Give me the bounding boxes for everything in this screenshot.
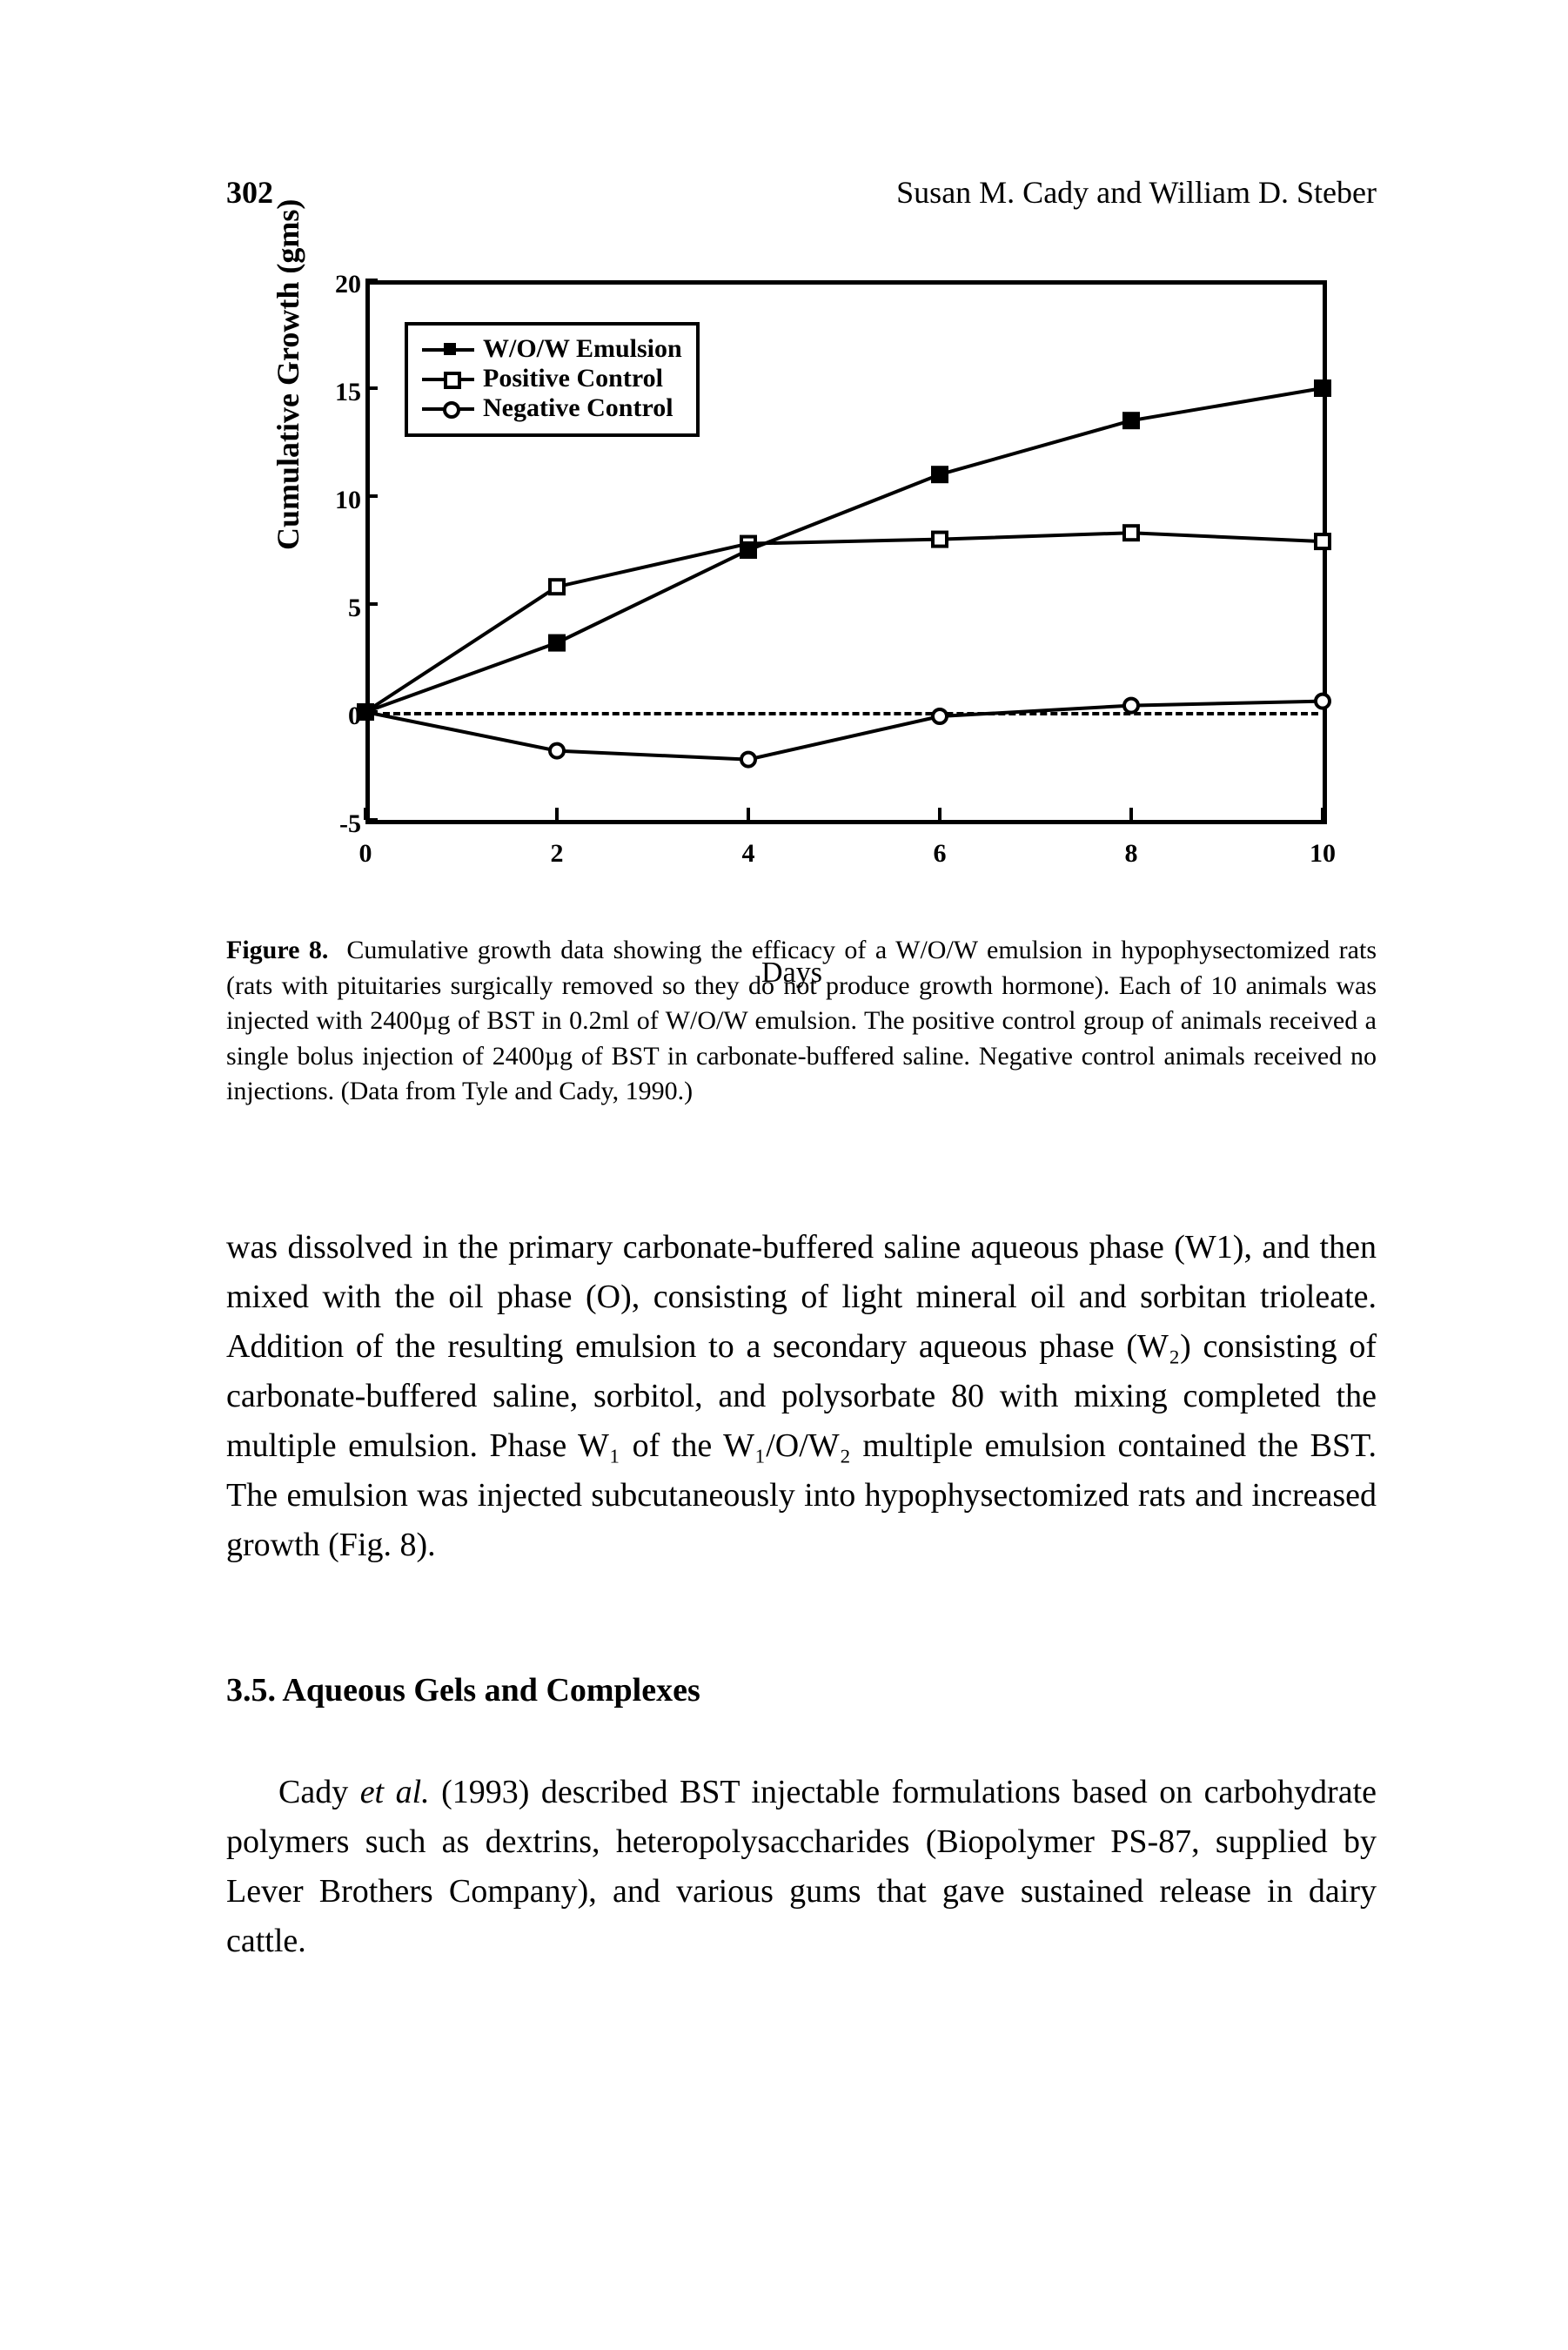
ytick: -5 [326,809,361,839]
legend-item: W/O/W Emulsion [422,334,682,364]
open-square-icon [422,370,474,387]
y-axis-label: Cumulative Growth (gms) [270,199,306,550]
paragraph: was dissolved in the primary carbonate-b… [226,1223,1377,1570]
open-circle-icon [422,400,474,417]
growth-chart: Cumulative Growth (gms) -5 0 5 10 15 20 … [235,263,1349,907]
x-axis-label: Days [235,957,1349,990]
ytick: 0 [326,702,361,731]
xtick: 10 [1310,839,1336,869]
figure-8: Cumulative Growth (gms) -5 0 5 10 15 20 … [226,263,1377,1110]
page: { "header":{ "page_number":"302", "autho… [0,0,1568,2350]
ytick: 10 [326,486,361,515]
section-heading: 3.5. Aqueous Gels and Complexes [226,1666,1377,1716]
paragraph-text: Cady et al. (1993) described BST injecta… [226,1774,1377,1959]
chart-legend: W/O/W Emulsion Positive Control Negative… [405,322,700,437]
legend-item: Positive Control [422,364,682,393]
body-text: was dissolved in the primary carbonate-b… [226,1223,1377,1966]
ytick: 5 [326,594,361,623]
legend-item: Negative Control [422,393,682,423]
series-negative-control [358,695,1330,767]
filled-square-icon [422,340,474,358]
legend-label: Negative Control [483,393,673,423]
legend-label: Positive Control [483,364,663,393]
xtick: 2 [551,839,564,869]
running-authors: Susan M. Cady and William D. Steber [896,174,1377,211]
xtick: 0 [359,839,372,869]
xtick: 8 [1125,839,1138,869]
paragraph: Cady et al. (1993) described BST injecta… [226,1768,1377,1966]
page-number: 302 [226,174,273,211]
xtick: 6 [934,839,947,869]
ytick: 20 [326,270,361,299]
legend-label: W/O/W Emulsion [483,334,682,364]
ytick: 15 [326,378,361,407]
running-head: 302 Susan M. Cady and William D. Steber [226,174,1377,211]
series-positive-control [358,526,1330,719]
xtick: 4 [742,839,755,869]
